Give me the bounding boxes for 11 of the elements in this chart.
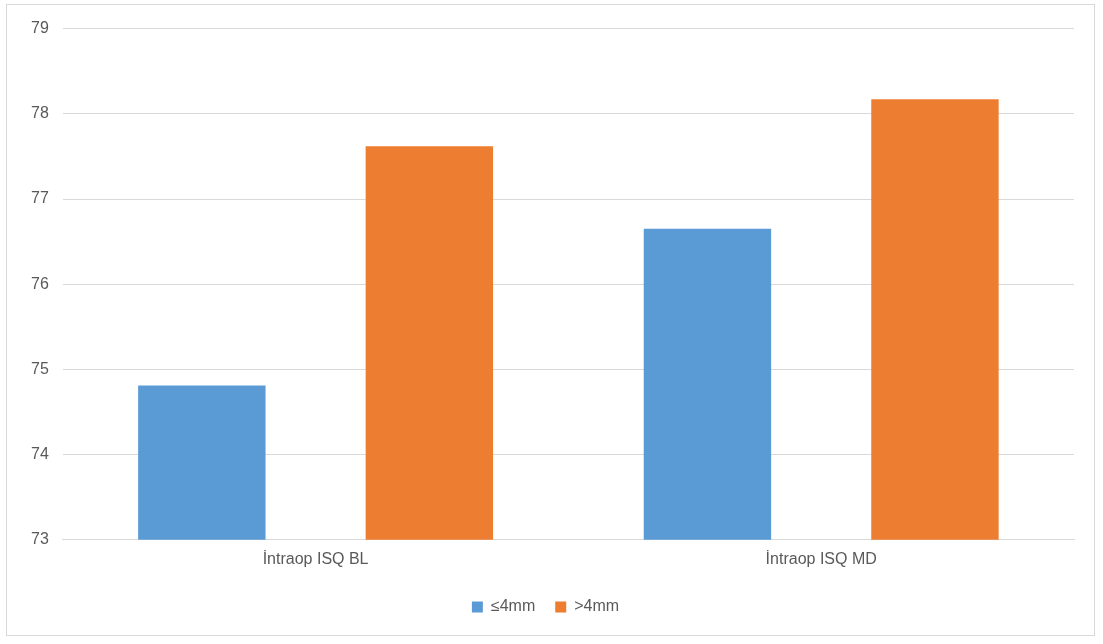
y-tick-label: 76 <box>31 274 49 292</box>
y-tick-label: 79 <box>31 19 49 37</box>
legend-label: >4mm <box>574 597 620 615</box>
legend-label: ≤4mm <box>490 597 536 615</box>
y-tick-label: 78 <box>31 104 49 122</box>
y-tick-label: 73 <box>31 530 49 548</box>
x-tick-label: İntraop ISQ MD <box>765 548 877 567</box>
y-tick-label: 74 <box>31 445 49 463</box>
x-tick-label: İntraop ISQ BL <box>262 548 369 567</box>
y-tick-label: 77 <box>31 189 49 207</box>
y-tick-label: 75 <box>31 359 49 377</box>
